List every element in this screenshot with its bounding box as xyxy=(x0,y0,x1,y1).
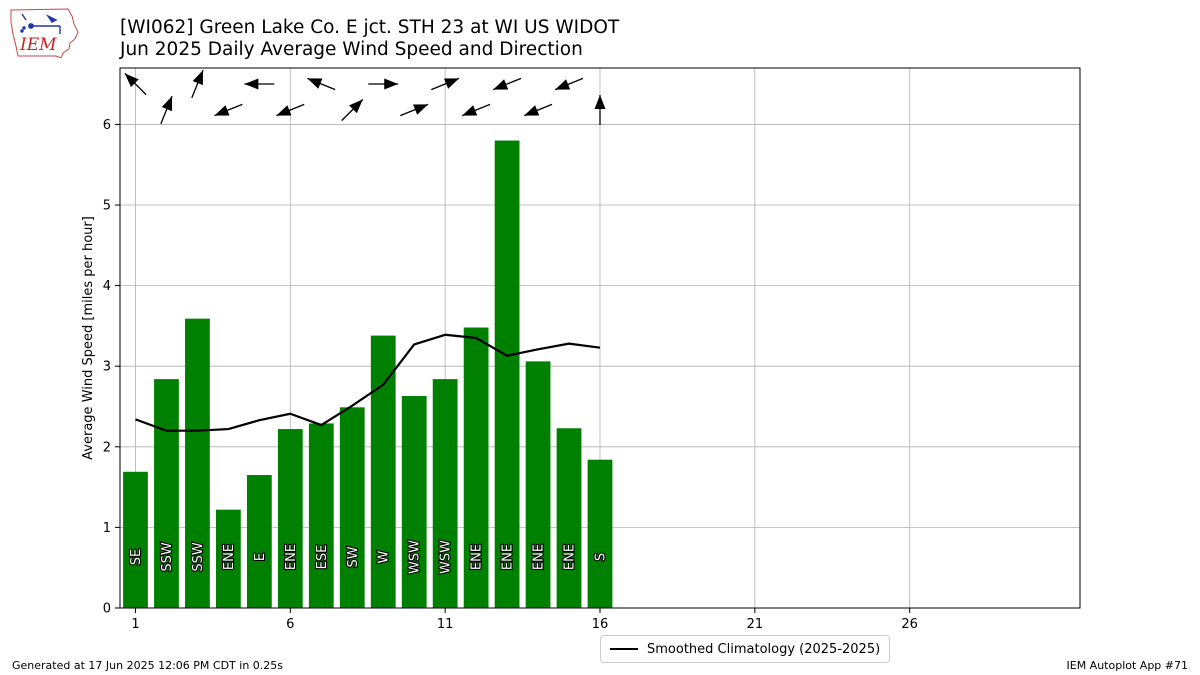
x-tick-label: 21 xyxy=(747,617,764,632)
bars xyxy=(123,140,613,609)
bar xyxy=(494,140,520,609)
climatology-line-path xyxy=(135,333,601,432)
y-tick-label: 3 xyxy=(103,360,111,375)
direction-label: W xyxy=(377,550,392,563)
direction-label: ESE xyxy=(315,545,330,570)
wind-arrows xyxy=(124,69,606,125)
x-tick-label: 16 xyxy=(592,617,609,632)
y-tick-label: 6 xyxy=(103,118,111,133)
direction-label: WSW xyxy=(439,540,454,574)
bar xyxy=(277,429,303,608)
chart-title-line1: [WI062] Green Lake Co. E jct. STH 23 at … xyxy=(120,17,620,38)
wind-arrow xyxy=(276,103,305,117)
legend-label: Smoothed Climatology (2025-2025) xyxy=(647,641,881,657)
direction-label: SSW xyxy=(160,542,175,572)
direction-label: ENE xyxy=(501,544,516,570)
direction-label: E xyxy=(253,553,268,561)
direction-label: ENE xyxy=(532,544,547,570)
direction-label: SE xyxy=(129,549,144,565)
wind-arrow-head xyxy=(493,79,509,90)
x-tick-label: 26 xyxy=(901,617,918,632)
wind-arrow xyxy=(400,103,429,117)
wind-arrow xyxy=(244,78,275,90)
wind-arrow-head xyxy=(444,78,460,89)
x-tick-label: 11 xyxy=(437,617,454,632)
wind-arrow-head xyxy=(384,78,399,90)
wind-arrow xyxy=(191,69,204,99)
bar xyxy=(525,361,551,608)
bar xyxy=(185,318,210,608)
y-tick-label: 5 xyxy=(103,199,111,214)
wind-arrow-head xyxy=(124,73,139,88)
wind-arrow xyxy=(431,77,460,91)
bar xyxy=(123,471,148,608)
wind-arrow xyxy=(461,103,491,117)
direction-label: ENE xyxy=(284,544,299,570)
wind-arrow xyxy=(523,103,553,117)
iem-logo: IEM xyxy=(10,8,79,58)
direction-label: WSW xyxy=(408,540,423,574)
wind-arrow xyxy=(492,77,522,91)
bar xyxy=(246,475,272,608)
legend-line-swatch xyxy=(610,648,638,650)
y-axis-label: Average Wind Speed [miles per hour] xyxy=(81,216,96,460)
bar xyxy=(401,396,427,608)
direction-label: ENE xyxy=(563,544,578,570)
bar xyxy=(216,509,241,608)
wind-arrow-head xyxy=(555,79,571,90)
y-tick-label: 1 xyxy=(103,521,111,536)
bar xyxy=(339,407,365,608)
wind-arrow-head xyxy=(192,70,204,86)
y-tick-label: 4 xyxy=(103,279,111,294)
wind-arrow xyxy=(124,72,147,96)
logo-text: IEM xyxy=(19,35,57,55)
direction-label: S xyxy=(594,553,609,561)
wind-arrow-head xyxy=(413,104,429,115)
wind-arrow-head xyxy=(462,105,478,116)
bar xyxy=(154,379,179,608)
climatology-line xyxy=(135,333,601,432)
direction-labels: SE SSW SSW ENE E ENE ESE SW W WSW WSW ENE ENE ENE ENE S xyxy=(128,539,610,575)
wind-arrow-head xyxy=(594,95,606,109)
wind-arrow xyxy=(341,98,364,122)
bar xyxy=(308,423,334,608)
y-tick-label: 0 xyxy=(103,602,111,617)
wind-arrow xyxy=(554,77,584,91)
iowa-state-map-icon xyxy=(10,8,79,58)
direction-label: SW xyxy=(346,546,361,567)
direction-label: ENE xyxy=(222,544,237,570)
wind-arrow-head xyxy=(276,105,292,116)
wind-arrow-head xyxy=(307,78,323,89)
wind-arrow xyxy=(368,78,399,90)
y-tick-label: 2 xyxy=(103,440,111,455)
wind-arrow-head xyxy=(244,78,259,90)
bar xyxy=(556,428,582,608)
wind-arrow-head xyxy=(349,99,363,114)
bar xyxy=(463,327,489,608)
wind-arrow xyxy=(307,77,336,91)
wind-arrow-head xyxy=(214,105,230,116)
x-tick-label: 1 xyxy=(131,617,139,632)
wind-arrow-head xyxy=(161,96,173,112)
direction-label: ENE xyxy=(470,544,485,570)
wind-arrow xyxy=(160,95,173,125)
chart-title-line2: Jun 2025 Daily Average Wind Speed and Di… xyxy=(120,39,583,60)
direction-label: SSW xyxy=(191,542,206,572)
app-credit: IEM Autoplot App #71 xyxy=(1066,659,1189,672)
bar xyxy=(432,379,458,608)
x-tick-label: 6 xyxy=(286,617,294,632)
weather-symbols-icon xyxy=(20,13,61,34)
wind-arrow xyxy=(594,95,606,125)
bar xyxy=(587,459,613,608)
bar xyxy=(370,335,396,608)
generated-timestamp: Generated at 17 Jun 2025 12:06 PM CDT in… xyxy=(12,659,284,672)
wind-arrow xyxy=(214,103,243,117)
wind-arrow-head xyxy=(524,105,540,116)
legend: Smoothed Climatology (2025-2025) xyxy=(600,635,891,663)
